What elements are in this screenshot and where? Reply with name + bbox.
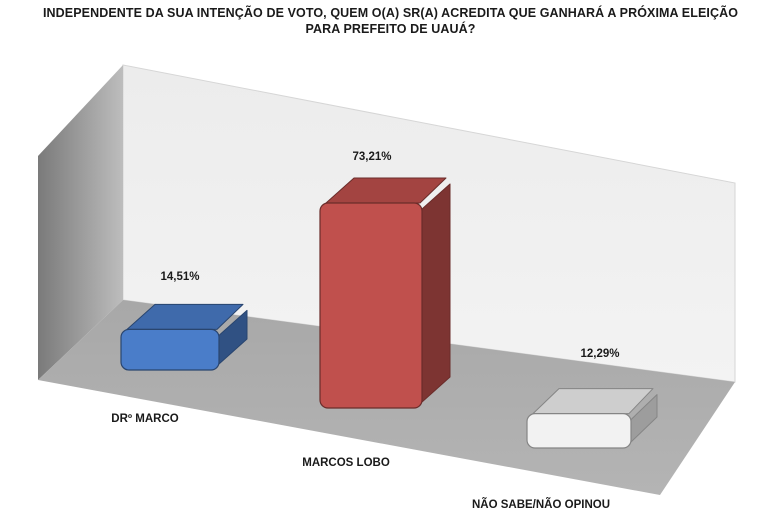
bar xyxy=(319,177,451,409)
category-label: NÃO SABE/NÃO OPINOU xyxy=(472,498,610,511)
category-label: DRº MARCO xyxy=(111,413,178,425)
data-label: 14,51% xyxy=(160,271,199,283)
bar xyxy=(120,303,248,371)
bar xyxy=(526,388,658,449)
bar-front-face xyxy=(319,202,423,409)
category-label: MARCOS LOBO xyxy=(302,457,390,469)
bar-front-face xyxy=(120,328,220,371)
chart-title-line-1: INDEPENDENTE DA SUA INTENÇÃO DE VOTO, QU… xyxy=(42,6,739,20)
bar-side-face xyxy=(421,183,451,403)
bar-front-face xyxy=(526,412,632,449)
chart-title-line-2: PARA PREFEITO DE UAUÁ? xyxy=(305,22,476,36)
data-label: 73,21% xyxy=(352,151,391,163)
chart-side-wall xyxy=(38,65,123,380)
data-label: 12,29% xyxy=(580,348,619,360)
